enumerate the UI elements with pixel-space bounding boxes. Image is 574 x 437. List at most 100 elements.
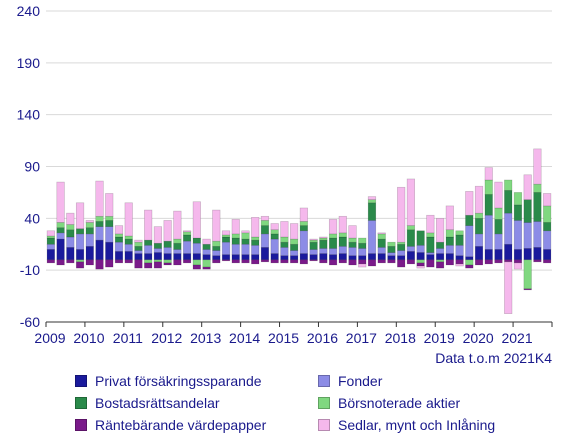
bar-segment (85, 233, 94, 247)
bar-segment (66, 229, 75, 238)
bar-segment (66, 212, 75, 225)
bar-segment (241, 230, 250, 234)
bar-segment (134, 250, 143, 254)
bar-segment (212, 209, 221, 242)
bar-segment (192, 237, 201, 244)
bar-segment (85, 220, 94, 223)
bar-segment (367, 259, 377, 267)
bar-segment (484, 259, 493, 265)
bar-segment (260, 233, 270, 248)
bar-segment (513, 204, 523, 221)
bar-segment (494, 219, 503, 235)
bar-segment (280, 221, 289, 238)
x-tick-label: 2018 (385, 330, 416, 346)
bar-segment (319, 239, 328, 249)
bar-segment (221, 236, 231, 243)
bar-segment (494, 207, 503, 220)
bar-segment (513, 220, 523, 250)
bar-segment (358, 242, 367, 249)
legend-label: Bostadsrättsandelar (95, 395, 220, 411)
bar-segment (231, 219, 240, 235)
bar-segment (105, 193, 114, 217)
bar-segment (75, 259, 85, 263)
bar-segment (406, 259, 415, 265)
legend-item: Fonder (318, 371, 382, 391)
bar-segment (280, 259, 289, 264)
legend-label: Privat försäkringssparande (95, 373, 262, 389)
bar-segment (367, 196, 377, 200)
bar-segment (134, 246, 143, 251)
bar-segment (56, 238, 65, 261)
bar-segment (46, 249, 55, 261)
bar-segment (377, 232, 386, 235)
bar-segment (95, 259, 104, 270)
bar-segment (416, 259, 425, 264)
bar-segment (513, 262, 523, 270)
bar-segment (513, 192, 523, 206)
bar-segment (309, 259, 318, 262)
bar-segment (338, 232, 347, 238)
bar-segment (465, 191, 474, 216)
bar-segment (163, 220, 172, 242)
bar-segment (290, 238, 299, 245)
bar-segment (124, 235, 133, 240)
x-tick-label: 2014 (229, 330, 260, 346)
bar-segment (56, 227, 65, 234)
bar-segment (426, 214, 435, 234)
legend-item: Räntebärande värdepapper (75, 415, 266, 435)
bar-segment (212, 240, 221, 247)
bar-segment (202, 243, 211, 250)
bar-segment (348, 255, 357, 261)
bar-segment (397, 259, 406, 268)
bar-segment (280, 255, 289, 261)
bar-segment (192, 242, 201, 254)
bar-segment (474, 246, 484, 261)
bar-segment (221, 241, 231, 255)
bar-segment (241, 243, 250, 255)
bar-segment (75, 249, 85, 261)
bar-segment (309, 249, 318, 255)
bar-segment (455, 263, 464, 267)
bar-segment (319, 248, 328, 254)
bar-segment (474, 259, 484, 266)
bar-segment (416, 230, 425, 246)
bar-segment (183, 231, 192, 236)
bar-segment (328, 233, 338, 239)
bar-segment (367, 199, 377, 204)
bar-segment (533, 148, 542, 185)
x-tick-label: 2010 (73, 330, 104, 346)
bar-segment (290, 255, 299, 261)
bar-segment (436, 261, 445, 269)
bar-segment (377, 259, 386, 264)
bar-segment (290, 250, 299, 256)
bar-segment (513, 249, 523, 261)
bar-segment (397, 243, 406, 251)
bar-segment (309, 241, 318, 250)
bar-segment (260, 215, 270, 221)
bar-segment (75, 228, 85, 235)
bar-segment (504, 261, 513, 315)
bar-segment (445, 236, 454, 246)
bar-segment (474, 233, 484, 247)
legend-swatch (75, 397, 87, 409)
bar-segment (66, 259, 75, 264)
bar-segment (95, 215, 104, 222)
bar-segment (212, 259, 221, 264)
bars (46, 148, 552, 315)
x-tick-label: 2012 (151, 330, 182, 346)
bar-segment (397, 250, 406, 256)
bar-segment (348, 237, 357, 243)
bar-segment (484, 179, 493, 195)
bar-segment (436, 259, 445, 263)
bar-segment (231, 243, 240, 255)
bar-segment (358, 248, 367, 256)
bar-segment (358, 255, 367, 261)
bar-segment (241, 232, 250, 240)
bar-segment (328, 219, 338, 235)
bar-segment (134, 259, 143, 269)
bar-segment (144, 259, 153, 264)
bar-segment (299, 225, 308, 232)
bar-segment (114, 225, 124, 235)
bar-segment (134, 253, 143, 261)
bar-segment (173, 259, 182, 266)
